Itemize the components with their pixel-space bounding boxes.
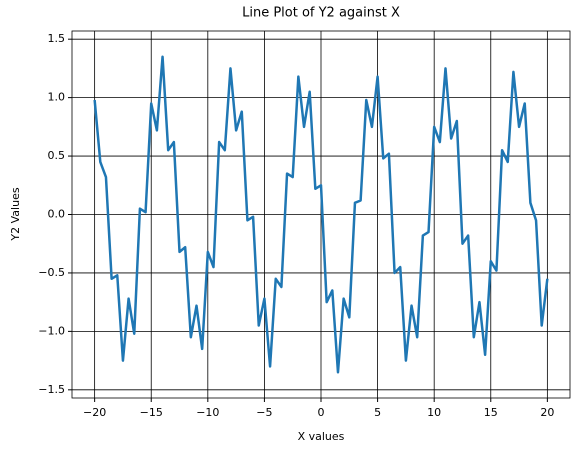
- y-tick-label: −1.0: [38, 324, 65, 337]
- data-line: [93, 55, 549, 374]
- plot-frame: [71, 30, 571, 399]
- y-tick-label: 0.0: [48, 208, 66, 221]
- y-tick-label: 1.0: [48, 91, 66, 104]
- x-axis-label: X values: [298, 430, 345, 443]
- x-tick-label: −10: [196, 406, 219, 419]
- chart-title: Line Plot of Y2 against X: [242, 6, 400, 21]
- x-tick-label: −5: [256, 406, 272, 419]
- y-tick-label: 1.5: [48, 32, 66, 45]
- y-axis-label: Y2 Values: [9, 187, 22, 241]
- x-tick-label: 20: [540, 406, 554, 419]
- x-tick-label: 15: [484, 406, 498, 419]
- x-tick-label: −20: [83, 406, 106, 419]
- y-tick-label: −0.5: [38, 266, 65, 279]
- x-tick-label: 5: [374, 406, 381, 419]
- y-tick-label: −1.5: [38, 383, 65, 396]
- x-tick-label: −15: [140, 406, 163, 419]
- x-tick-label: 10: [427, 406, 441, 419]
- x-tick-label: 0: [318, 406, 325, 419]
- y-tick-label: 0.5: [48, 149, 66, 162]
